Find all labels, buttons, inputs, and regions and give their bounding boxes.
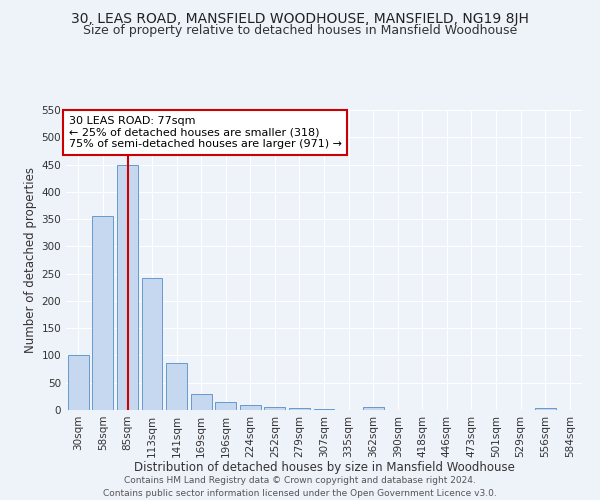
- Bar: [215, 402, 236, 410]
- Text: Size of property relative to detached houses in Mansfield Woodhouse: Size of property relative to detached ho…: [83, 24, 517, 37]
- Bar: [265, 408, 286, 410]
- Bar: [68, 356, 89, 410]
- Bar: [314, 409, 334, 410]
- Y-axis label: Number of detached properties: Number of detached properties: [24, 167, 37, 353]
- Bar: [362, 406, 383, 410]
- Text: 30 LEAS ROAD: 77sqm
← 25% of detached houses are smaller (318)
75% of semi-detac: 30 LEAS ROAD: 77sqm ← 25% of detached ho…: [68, 116, 341, 149]
- Bar: [240, 405, 261, 410]
- Bar: [117, 164, 138, 410]
- Bar: [535, 408, 556, 410]
- Bar: [92, 216, 113, 410]
- Bar: [191, 394, 212, 410]
- Text: Contains HM Land Registry data © Crown copyright and database right 2024.
Contai: Contains HM Land Registry data © Crown c…: [103, 476, 497, 498]
- Bar: [289, 408, 310, 410]
- Bar: [166, 362, 187, 410]
- Bar: [142, 278, 163, 410]
- X-axis label: Distribution of detached houses by size in Mansfield Woodhouse: Distribution of detached houses by size …: [134, 461, 514, 474]
- Text: 30, LEAS ROAD, MANSFIELD WOODHOUSE, MANSFIELD, NG19 8JH: 30, LEAS ROAD, MANSFIELD WOODHOUSE, MANS…: [71, 12, 529, 26]
